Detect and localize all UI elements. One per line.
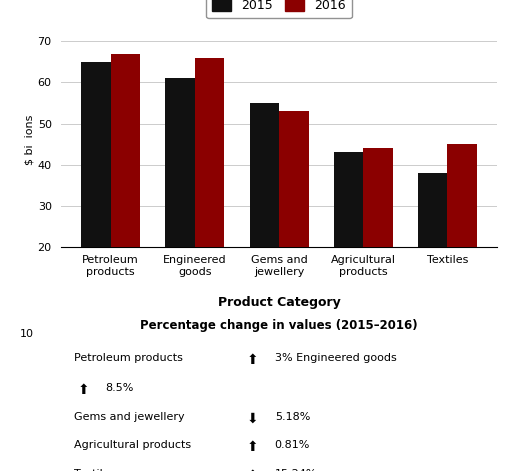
Text: Agricultural products: Agricultural products xyxy=(75,440,191,450)
Bar xyxy=(249,103,279,330)
Bar xyxy=(447,144,477,330)
Text: Gems and jewellery: Gems and jewellery xyxy=(75,412,185,422)
Text: Textiles: Textiles xyxy=(75,469,116,471)
Text: ⬆: ⬆ xyxy=(247,353,259,367)
X-axis label: Product Category: Product Category xyxy=(218,296,340,309)
Text: Petroleum products: Petroleum products xyxy=(75,353,183,363)
Text: Percentage change in values (2015–2016): Percentage change in values (2015–2016) xyxy=(140,319,418,332)
Bar xyxy=(81,62,111,330)
Text: ⬇: ⬇ xyxy=(247,412,259,426)
Text: 8.5%: 8.5% xyxy=(105,383,133,393)
Text: ⬆: ⬆ xyxy=(77,383,89,397)
Text: 10: 10 xyxy=(19,329,34,339)
Bar xyxy=(334,153,363,330)
Bar xyxy=(165,78,195,330)
Legend: 2015, 2016: 2015, 2016 xyxy=(206,0,352,18)
Text: 0.81%: 0.81% xyxy=(274,440,310,450)
Bar xyxy=(111,54,140,330)
Text: ⬆: ⬆ xyxy=(247,469,259,471)
Y-axis label: $ bi  ions: $ bi ions xyxy=(25,115,35,165)
Text: 3% Engineered goods: 3% Engineered goods xyxy=(274,353,396,363)
Text: 5.18%: 5.18% xyxy=(274,412,310,422)
Text: 15.24%: 15.24% xyxy=(274,469,317,471)
Bar xyxy=(418,173,447,330)
Bar xyxy=(363,148,393,330)
Bar xyxy=(195,57,224,330)
Text: ⬆: ⬆ xyxy=(247,440,259,454)
Bar xyxy=(279,111,309,330)
